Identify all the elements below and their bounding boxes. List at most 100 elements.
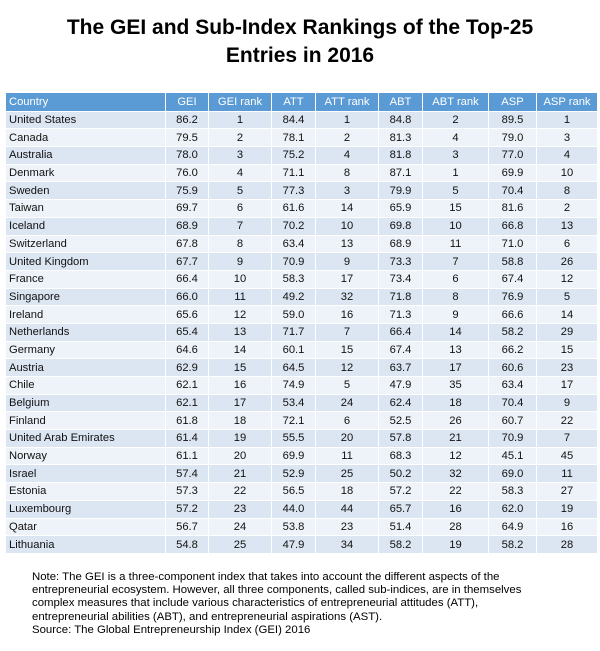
- cell-gei: 61.1: [165, 446, 209, 466]
- cell-gei: 57.3: [165, 482, 209, 501]
- cell-asp-rank: 3: [536, 128, 598, 148]
- cell-att: 75.2: [271, 146, 316, 165]
- cell-abt-rank: 28: [422, 517, 489, 537]
- cell-asp-rank: 8: [536, 181, 598, 201]
- cell-asp-rank: 14: [536, 305, 598, 324]
- cell-abt: 57.2: [378, 482, 423, 501]
- cell-asp-rank: 4: [536, 146, 598, 165]
- table-row: Ireland 65.6 12 59.0 16 71.3 9 66.6 14: [5, 305, 598, 324]
- cell-att-rank: 12: [315, 358, 379, 377]
- cell-abt: 73.4: [378, 269, 423, 289]
- country-cell: United Kingdom: [5, 252, 166, 271]
- cell-att: 63.4: [271, 234, 316, 254]
- cell-abt-rank: 22: [422, 482, 489, 501]
- cell-asp: 60.7: [488, 411, 537, 431]
- cell-att-rank: 13: [315, 234, 379, 254]
- cell-abt-rank: 21: [422, 429, 489, 448]
- cell-gei-rank: 6: [208, 199, 272, 218]
- cell-att: 74.9: [271, 376, 316, 395]
- cell-abt-rank: 18: [422, 393, 489, 413]
- cell-abt: 63.7: [378, 358, 423, 377]
- cell-abt: 71.3: [378, 305, 423, 324]
- table-header-row: Country GEI GEI rank ATT ATT rank ABT ABT rank…: [5, 92, 598, 112]
- cell-abt: 52.5: [378, 411, 423, 431]
- cell-att-rank: 32: [315, 287, 379, 307]
- cell-gei: 64.6: [165, 340, 209, 360]
- cell-asp: 71.0: [488, 234, 537, 254]
- cell-asp-rank: 28: [536, 535, 598, 554]
- cell-abt-rank: 5: [422, 181, 489, 201]
- cell-abt-rank: 26: [422, 411, 489, 431]
- table-row: Taiwan 69.7 6 61.6 14 65.9 15 81.6 2: [5, 199, 598, 218]
- cell-asp-rank: 12: [536, 269, 598, 289]
- cell-asp-rank: 10: [536, 163, 598, 183]
- cell-asp: 79.0: [488, 128, 537, 148]
- country-cell: Norway: [5, 446, 166, 466]
- cell-abt: 68.3: [378, 446, 423, 466]
- cell-att-rank: 17: [315, 269, 379, 289]
- cell-asp: 66.6: [488, 305, 537, 324]
- table-row: Singapore 66.0 11 49.2 32 71.8 8 76.9 5: [5, 287, 598, 307]
- cell-att-rank: 15: [315, 340, 379, 360]
- cell-asp-rank: 22: [536, 411, 598, 431]
- cell-abt: 62.4: [378, 393, 423, 413]
- cell-abt: 84.8: [378, 110, 423, 130]
- column-header-asp: ASP: [488, 92, 537, 112]
- country-cell: France: [5, 269, 166, 289]
- rankings-table-container: Country GEI GEI rank ATT ATT rank ABT ABT rank…: [5, 92, 598, 554]
- cell-gei: 86.2: [165, 110, 209, 130]
- cell-asp-rank: 26: [536, 252, 598, 271]
- cell-asp-rank: 27: [536, 482, 598, 501]
- cell-gei-rank: 25: [208, 535, 272, 554]
- cell-gei-rank: 19: [208, 429, 272, 448]
- cell-gei-rank: 9: [208, 252, 272, 271]
- cell-asp: 70.9: [488, 429, 537, 448]
- cell-abt: 69.8: [378, 216, 423, 236]
- cell-asp-rank: 7: [536, 429, 598, 448]
- cell-gei: 66.0: [165, 287, 209, 307]
- note-line-1: Note: The GEI is a three-component index…: [32, 571, 500, 583]
- footnote: Note: The GEI is a three-component index…: [32, 571, 577, 637]
- cell-gei: 62.1: [165, 376, 209, 395]
- cell-att: 61.6: [271, 199, 316, 218]
- cell-abt-rank: 7: [422, 252, 489, 271]
- cell-gei: 65.6: [165, 305, 209, 324]
- cell-att: 58.3: [271, 269, 316, 289]
- cell-att: 72.1: [271, 411, 316, 431]
- table-row: Israel 57.4 21 52.9 25 50.2 32 69.0 11: [5, 464, 598, 484]
- cell-gei: 76.0: [165, 163, 209, 183]
- country-cell: Lithuania: [5, 535, 166, 554]
- cell-att: 53.4: [271, 393, 316, 413]
- table-row: Luxembourg 57.2 23 44.0 44 65.7 16 62.0 19: [5, 499, 598, 519]
- cell-gei: 66.4: [165, 269, 209, 289]
- cell-gei-rank: 11: [208, 287, 272, 307]
- cell-abt: 68.9: [378, 234, 423, 254]
- cell-abt-rank: 16: [422, 499, 489, 519]
- country-cell: Denmark: [5, 163, 166, 183]
- cell-gei: 67.7: [165, 252, 209, 271]
- column-header-gei: GEI: [165, 92, 209, 112]
- note-line-2: entrepreneurial ecosystem. However, all …: [32, 584, 522, 597]
- cell-abt: 65.9: [378, 199, 423, 218]
- country-cell: Singapore: [5, 287, 166, 307]
- cell-att-rank: 5: [315, 376, 379, 395]
- note-line-3: complex measures that include various ch…: [32, 597, 479, 610]
- cell-abt-rank: 8: [422, 287, 489, 307]
- column-header-country: Country: [5, 92, 166, 112]
- cell-gei-rank: 22: [208, 482, 272, 501]
- cell-att-rank: 11: [315, 446, 379, 466]
- cell-gei: 67.8: [165, 234, 209, 254]
- cell-asp-rank: 1: [536, 110, 598, 130]
- cell-abt: 47.9: [378, 376, 423, 395]
- cell-asp-rank: 23: [536, 358, 598, 377]
- cell-abt-rank: 14: [422, 322, 489, 342]
- cell-asp-rank: 16: [536, 517, 598, 537]
- cell-att: 53.8: [271, 517, 316, 537]
- column-header-abt-rank: ABT rank: [422, 92, 489, 112]
- cell-abt: 81.3: [378, 128, 423, 148]
- cell-att-rank: 4: [315, 146, 379, 165]
- cell-abt-rank: 3: [422, 146, 489, 165]
- cell-att-rank: 25: [315, 464, 379, 484]
- cell-gei: 78.0: [165, 146, 209, 165]
- country-cell: Finland: [5, 411, 166, 431]
